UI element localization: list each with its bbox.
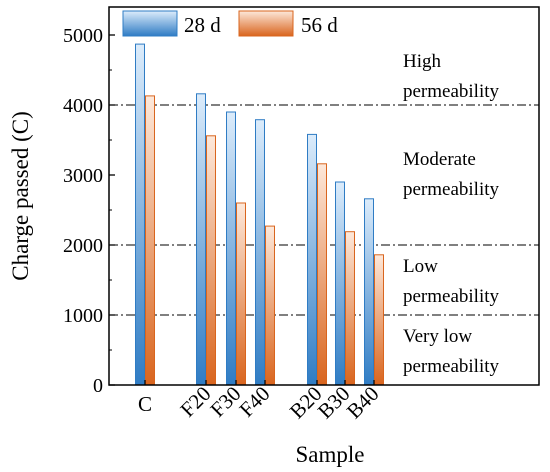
legend-label: 28 d [184, 13, 221, 37]
zone-label-line2: permeability [403, 81, 500, 102]
zone-label-line2: permeability [403, 179, 500, 200]
legend-label: 56 d [301, 13, 338, 37]
y-tick-label: 5000 [63, 25, 103, 47]
zone-label-line2: permeability [403, 286, 500, 307]
bar-C-56d [145, 95, 155, 386]
y-axis-ticks: 0 1000 2000 3000 4000 5000 [63, 25, 115, 397]
zone-label-line1: Moderate [403, 149, 476, 170]
y-tick-label: 3000 [63, 165, 103, 187]
plot-frame [108, 6, 540, 386]
y-tick-label: 2000 [63, 235, 103, 257]
bar-F40-28d [255, 119, 265, 386]
x-axis-label: Sample [296, 442, 365, 467]
bar-B40-56d [374, 254, 384, 386]
y-tick-label: 1000 [63, 305, 103, 327]
zone-label-line1: High [403, 51, 442, 72]
bar-F30-28d [226, 111, 236, 386]
x-tick-label: B40 [342, 382, 384, 424]
bar-B30-28d [335, 181, 345, 386]
bar-F20-56d [206, 135, 216, 386]
y-tick-label: 0 [93, 375, 103, 397]
bar-B20-28d [307, 133, 317, 386]
legend: 28 d 56 d [122, 10, 338, 37]
threshold-lines [109, 104, 539, 316]
legend-swatch [238, 10, 294, 37]
bar-F20-28d [196, 93, 206, 386]
y-tick-label: 4000 [63, 95, 103, 117]
bar-C-28d [135, 43, 145, 386]
y-axis-label: Charge passed (C) [8, 111, 33, 280]
bar-B30-56d [345, 231, 355, 386]
bars [135, 43, 384, 386]
zone-label-line1: Very low [403, 326, 472, 347]
legend-swatch [122, 10, 178, 37]
bar-F30-56d [236, 202, 246, 386]
x-tick-label: C [138, 392, 152, 416]
zone-label-line1: Low [403, 256, 438, 277]
bar-B20-56d [317, 163, 327, 386]
bar-F40-56d [265, 225, 275, 386]
zone-labels: High permeability Moderate permeability Low p… [403, 51, 500, 377]
x-tick-label: F40 [234, 382, 274, 422]
zone-label-line2: permeability [403, 356, 500, 377]
bar-B40-28d [364, 198, 374, 386]
